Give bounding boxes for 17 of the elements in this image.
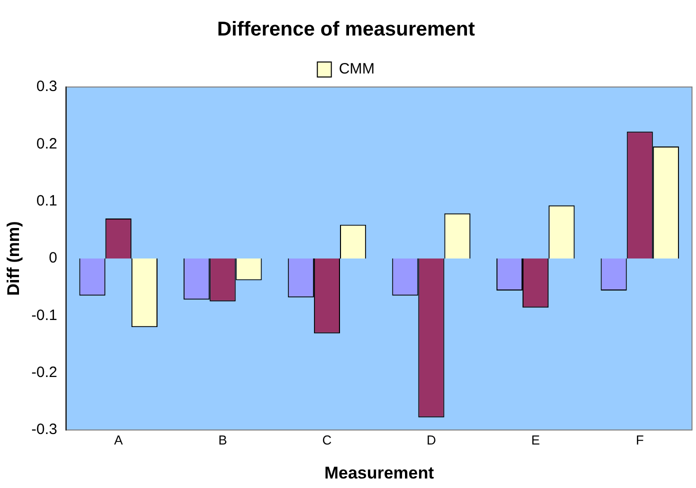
x-tick-label: E: [531, 432, 540, 448]
y-tick-label: 0.2: [36, 135, 58, 152]
legend-label: CMM: [338, 60, 375, 78]
y-tick-label: 0.3: [36, 78, 58, 96]
y-tick-label: 0.1: [36, 192, 58, 210]
x-tick-label: A: [114, 432, 124, 448]
y-tick-label: -0.3: [31, 421, 58, 438]
y-axis-title: Diff (mm): [4, 221, 23, 296]
x-axis-title: Measurement: [324, 463, 434, 482]
x-tick-label: D: [426, 432, 436, 448]
x-tick-label: B: [218, 432, 228, 448]
y-tick-label: -0.1: [31, 306, 58, 324]
y-tick-label: 0: [48, 250, 58, 267]
y-tick-label: -0.2: [31, 364, 58, 381]
x-tick-label: C: [322, 432, 332, 448]
x-tick-label: F: [636, 432, 644, 448]
chart-title: Difference of measurement: [217, 18, 476, 41]
